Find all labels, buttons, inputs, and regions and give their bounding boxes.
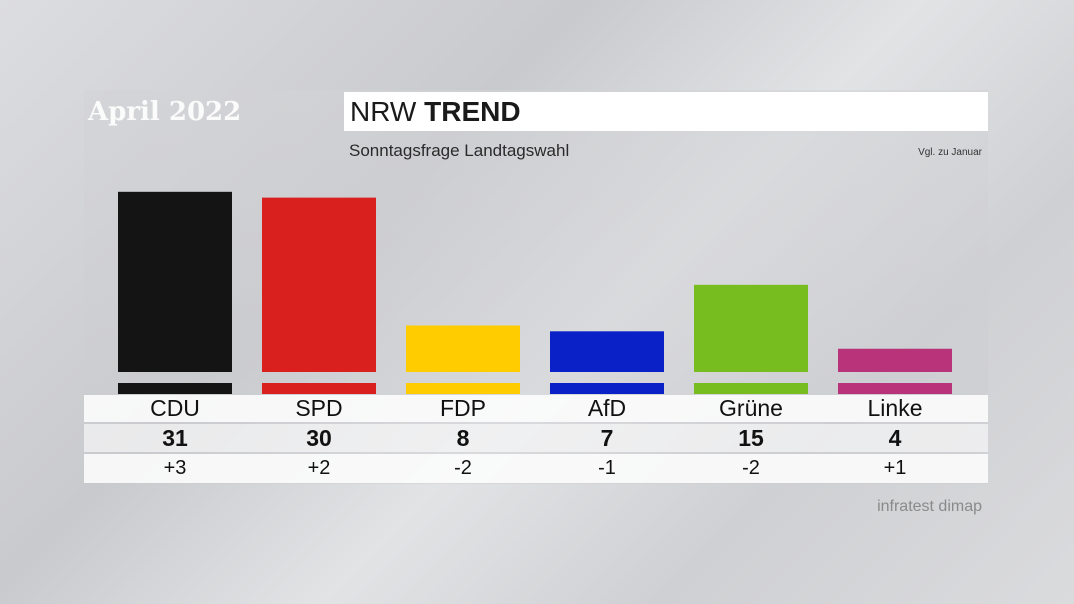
change-label-grüne: -2 <box>742 457 760 479</box>
change-label-cdu: +3 <box>163 457 187 479</box>
change-label-linke: +1 <box>883 457 907 479</box>
bar-grüne <box>694 284 808 372</box>
value-label-spd: 30 <box>306 425 332 451</box>
title-bold: TREND <box>424 96 521 127</box>
category-label-spd: SPD <box>295 395 343 421</box>
category-label-afd: AfD <box>587 395 627 421</box>
bar-linke <box>838 348 952 372</box>
value-label-cdu: 31 <box>162 425 188 451</box>
bar-base-afd <box>550 383 664 394</box>
party-values-row: 31 30 8 7 15 4 <box>84 424 988 452</box>
category-label-grüne: Grüne <box>719 395 783 421</box>
party-names-row: CDU SPD FDP AfD Grüne Linke <box>84 395 988 422</box>
title-light: NRW <box>350 96 417 127</box>
bar-base-spd <box>262 383 376 394</box>
comparison-note: Vgl. zu Januar <box>918 147 982 158</box>
bar-afd <box>550 331 664 372</box>
bar-fdp <box>406 325 520 372</box>
party-changes-row: +3 +2 -2 -1 -2 +1 <box>84 454 988 483</box>
value-label-grüne: 15 <box>738 425 764 451</box>
value-label-fdp: 8 <box>456 425 470 451</box>
category-label-linke: Linke <box>867 395 923 421</box>
bar-base-grüne <box>694 383 808 394</box>
bar-base-cdu <box>118 383 232 394</box>
value-label-linke: 4 <box>888 425 902 451</box>
bar-cdu <box>118 191 232 372</box>
bar-base-linke <box>838 383 952 394</box>
bar-base-fdp <box>406 383 520 394</box>
change-label-spd: +2 <box>307 457 331 479</box>
chart-subtitle: Sonntagsfrage Landtagswahl <box>349 141 570 160</box>
source-label: infratest dimap <box>877 498 982 515</box>
chart-title: NRW TREND <box>350 92 521 131</box>
change-label-fdp: -2 <box>454 457 472 479</box>
category-label-cdu: CDU <box>150 395 200 421</box>
change-label-afd: -1 <box>598 457 616 479</box>
value-label-afd: 7 <box>600 425 614 451</box>
title-bar: NRW TREND <box>344 92 988 131</box>
bar-plot <box>118 191 952 394</box>
bar-spd <box>262 197 376 372</box>
category-label-fdp: FDP <box>440 395 486 421</box>
date-label: April 2022 <box>88 97 242 127</box>
